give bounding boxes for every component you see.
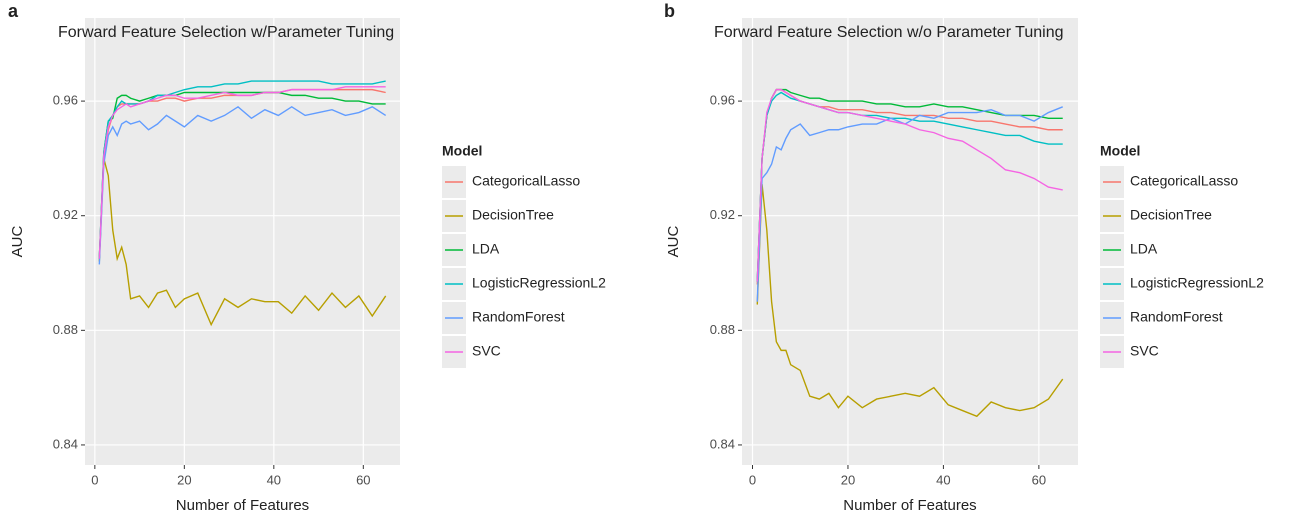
x-tick-label: 0: [749, 472, 756, 487]
legend-title: Model: [1100, 143, 1140, 159]
panel-label: b: [664, 1, 675, 21]
legend-item: LDA: [1100, 234, 1158, 266]
x-tick-label: 60: [1032, 472, 1046, 487]
y-axis-label: AUC: [665, 225, 682, 257]
series-line: [98, 158, 387, 327]
legend-label: SVC: [1130, 343, 1159, 359]
chart-title: Forward Feature Selection w/Parameter Tu…: [58, 24, 394, 41]
legend-item: CategoricalLasso: [1100, 166, 1238, 198]
legend-item: LogisticRegressionL2: [1100, 268, 1264, 300]
legend-item: LDA: [442, 234, 500, 266]
legend-label: LogisticRegressionL2: [472, 275, 606, 291]
panel-label: a: [8, 1, 19, 21]
legend-item: DecisionTree: [442, 200, 554, 232]
y-tick-label: 0.92: [710, 207, 735, 222]
plot-panel: [85, 18, 400, 465]
y-tick-label: 0.84: [53, 436, 78, 451]
series-line: [98, 91, 386, 259]
series-line: [756, 88, 1063, 282]
legend-label: DecisionTree: [1130, 207, 1212, 223]
legend-item: LogisticRegressionL2: [442, 268, 606, 300]
legend-label: RandomForest: [472, 309, 565, 325]
chart-title: Forward Feature Selection w/o Parameter …: [714, 24, 1064, 41]
series-line: [756, 184, 1064, 418]
series-line: [98, 105, 387, 265]
legend-label: CategoricalLasso: [1130, 173, 1238, 189]
y-tick-label: 0.92: [53, 207, 78, 222]
legend-label: CategoricalLasso: [472, 173, 580, 189]
x-tick-label: 40: [936, 472, 950, 487]
x-tick-label: 0: [91, 472, 98, 487]
legend-label: RandomForest: [1130, 309, 1223, 325]
legend-item: RandomForest: [442, 302, 565, 334]
legend-item: DecisionTree: [1100, 200, 1212, 232]
legend-item: RandomForest: [1100, 302, 1223, 334]
legend-item: SVC: [1100, 336, 1159, 368]
y-axis-label: AUC: [9, 225, 26, 257]
legend-label: DecisionTree: [472, 207, 554, 223]
legend-item: CategoricalLasso: [442, 166, 580, 198]
x-tick-label: 20: [841, 472, 855, 487]
legend-label: LDA: [472, 241, 500, 257]
legend-label: LogisticRegressionL2: [1130, 275, 1264, 291]
x-tick-label: 60: [356, 472, 370, 487]
plot-panel: [742, 18, 1078, 465]
x-tick-label: 20: [177, 472, 191, 487]
y-tick-label: 0.84: [710, 436, 735, 451]
y-tick-label: 0.88: [53, 322, 78, 337]
legend-label: LDA: [1130, 241, 1158, 257]
legend-title: Model: [442, 143, 482, 159]
series-line: [98, 80, 386, 259]
legend-label: SVC: [472, 343, 501, 359]
series-line: [756, 106, 1063, 302]
legend-item: SVC: [442, 336, 501, 368]
series-line: [98, 86, 386, 259]
x-axis-label: Number of Features: [176, 497, 309, 514]
y-tick-label: 0.96: [53, 93, 78, 108]
y-tick-label: 0.88: [710, 322, 735, 337]
y-tick-label: 0.96: [710, 93, 735, 108]
x-tick-label: 40: [267, 472, 281, 487]
x-axis-label: Number of Features: [843, 497, 976, 514]
